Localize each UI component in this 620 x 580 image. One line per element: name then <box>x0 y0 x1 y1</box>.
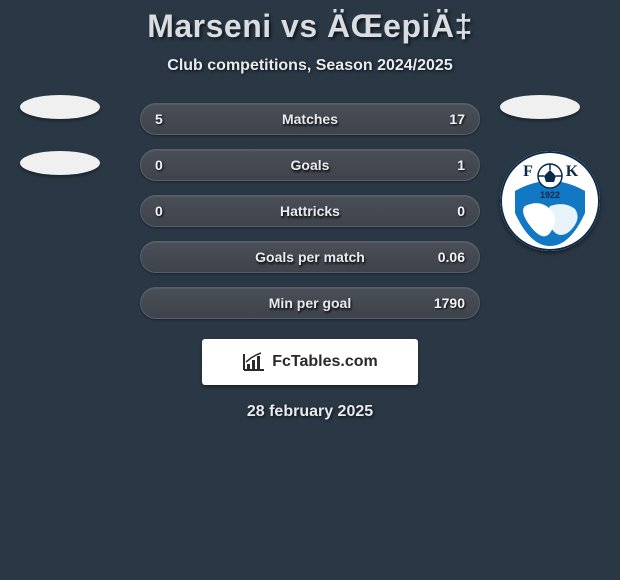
stat-row: 0 Goals 1 <box>140 149 480 181</box>
date-label: 28 february 2025 <box>0 403 620 421</box>
chart-icon <box>242 352 266 372</box>
stat-row: Min per goal 1790 <box>140 287 480 319</box>
left-team-logo <box>20 95 100 207</box>
stat-row: 5 Matches 17 <box>140 103 480 135</box>
vs-separator: vs <box>281 8 318 44</box>
stat-left-value: 0 <box>155 157 191 173</box>
stat-right-value: 1 <box>429 157 465 173</box>
stats-area: F K 1922 5 Matches 17 0 Goals 1 0 <box>0 103 620 421</box>
stat-label: Goals per match <box>255 249 365 265</box>
stat-label: Min per goal <box>269 295 351 311</box>
badge-letter-f: F <box>523 163 533 180</box>
stat-row: Goals per match 0.06 <box>140 241 480 273</box>
stat-label: Hattricks <box>280 203 340 219</box>
stat-label: Matches <box>282 111 338 127</box>
brand-text: FcTables.com <box>272 353 378 371</box>
right-team-logo: F K 1922 <box>500 95 600 251</box>
stat-right-value: 0 <box>429 203 465 219</box>
stat-right-value: 0.06 <box>429 249 465 265</box>
badge-letter-k: K <box>566 163 579 180</box>
player2-name: ÄŒepiÄ‡ <box>327 8 473 44</box>
player1-name: Marseni <box>147 8 271 44</box>
stat-right-value: 17 <box>429 111 465 127</box>
placeholder-ellipse <box>20 151 100 175</box>
brand-badge[interactable]: FcTables.com <box>202 339 418 385</box>
stat-left-value: 5 <box>155 111 191 127</box>
stat-rows: 5 Matches 17 0 Goals 1 0 Hattricks 0 Goa… <box>140 103 480 319</box>
page-title: Marseni vs ÄŒepiÄ‡ <box>0 8 620 45</box>
stat-label: Goals <box>291 157 330 173</box>
club-badge: F K 1922 <box>500 151 600 251</box>
stat-left-value: 0 <box>155 203 191 219</box>
subtitle: Club competitions, Season 2024/2025 <box>0 57 620 75</box>
stat-right-value: 1790 <box>429 295 465 311</box>
comparison-card: Marseni vs ÄŒepiÄ‡ Club competitions, Se… <box>0 0 620 421</box>
badge-year: 1922 <box>540 190 560 200</box>
stat-row: 0 Hattricks 0 <box>140 195 480 227</box>
placeholder-ellipse <box>20 95 100 119</box>
badge-icon: F K 1922 <box>500 151 600 251</box>
placeholder-ellipse <box>500 95 580 119</box>
